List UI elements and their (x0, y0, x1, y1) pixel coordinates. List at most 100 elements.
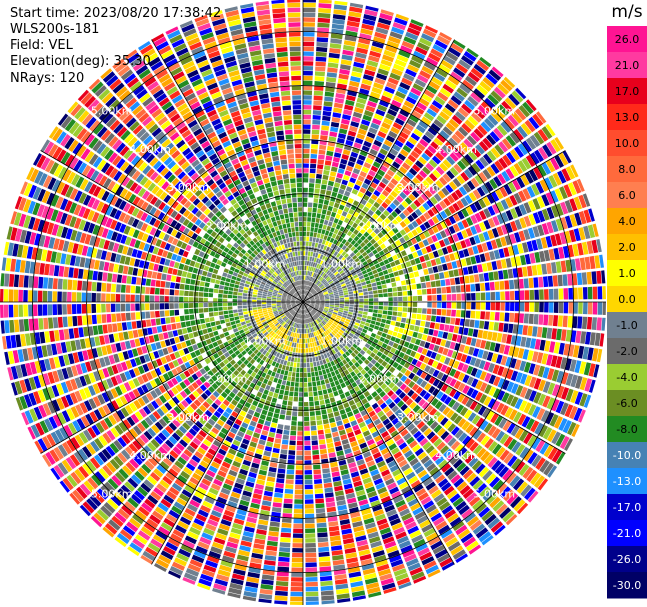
velocity-gate (299, 377, 303, 383)
velocity-gate (387, 329, 394, 336)
velocity-gate (485, 473, 497, 485)
velocity-gate (352, 200, 360, 207)
velocity-gate (446, 302, 452, 309)
velocity-gate (328, 52, 340, 59)
velocity-gate (366, 241, 373, 248)
velocity-gate (466, 302, 471, 310)
velocity-gate (555, 261, 562, 273)
velocity-gate (289, 366, 293, 372)
velocity-gate (498, 466, 510, 478)
velocity-gate (501, 392, 510, 403)
velocity-gate (295, 475, 303, 480)
velocity-gate (347, 325, 353, 330)
velocity-gate (318, 8, 331, 14)
velocity-gate (346, 283, 352, 288)
velocity-gate (383, 139, 393, 147)
velocity-gate (361, 166, 370, 174)
velocity-gate (389, 366, 396, 373)
velocity-gate (380, 95, 392, 103)
velocity-gate (428, 52, 441, 63)
velocity-gate (362, 245, 369, 251)
velocity-gate (332, 287, 337, 291)
velocity-gate (288, 396, 293, 402)
velocity-gate (440, 393, 448, 403)
velocity-gate (496, 332, 503, 343)
velocity-gate (528, 390, 537, 402)
velocity-gate (410, 202, 418, 211)
velocity-gate (268, 466, 277, 473)
velocity-gate (326, 210, 332, 216)
velocity-gate (410, 259, 416, 266)
velocity-gate (308, 391, 313, 397)
velocity-gate (346, 213, 352, 220)
velocity-gate (325, 315, 331, 319)
velocity-gate (408, 22, 423, 32)
velocity-gate (401, 162, 411, 171)
velocity-gate (480, 450, 491, 462)
velocity-gate (269, 462, 278, 468)
velocity-gate (421, 116, 432, 126)
velocity-gate (337, 276, 343, 281)
velocity-gate (294, 387, 299, 392)
velocity-gate (335, 283, 341, 287)
velocity-gate (305, 543, 316, 548)
velocity-gate (556, 370, 564, 383)
velocity-gate (359, 123, 369, 131)
velocity-gate (532, 226, 540, 238)
velocity-gate (517, 143, 529, 156)
velocity-gate (422, 302, 427, 308)
velocity-gate (470, 256, 477, 265)
velocity-gate (444, 254, 451, 263)
velocity-gate (363, 325, 369, 330)
velocity-gate (364, 359, 370, 365)
velocity-gate (553, 302, 559, 313)
velocity-gate (396, 170, 405, 178)
velocity-gate (384, 356, 391, 363)
velocity-gate (388, 340, 394, 347)
velocity-gate (383, 302, 388, 306)
velocity-gate (316, 37, 329, 43)
velocity-gate (547, 429, 557, 442)
velocity-gate (397, 113, 408, 122)
velocity-gate (303, 187, 308, 193)
velocity-gate (318, 276, 323, 281)
velocity-gate (310, 416, 316, 421)
velocity-gate (589, 255, 596, 269)
velocity-gate (324, 282, 329, 286)
velocity-gate (416, 249, 423, 257)
velocity-gate (436, 35, 451, 46)
velocity-gate (539, 460, 550, 473)
velocity-gate (326, 72, 337, 78)
velocity-gate (329, 48, 341, 54)
velocity-gate (369, 275, 375, 280)
velocity-gate (303, 202, 308, 207)
velocity-gate (324, 398, 330, 404)
velocity-gate (550, 190, 559, 203)
velocity-gate (361, 145, 370, 153)
velocity-gate (411, 284, 417, 290)
velocity-gate (432, 329, 439, 337)
velocity-gate (303, 124, 311, 129)
velocity-gate (466, 135, 477, 146)
velocity-gate (463, 248, 470, 257)
velocity-gate (533, 475, 546, 489)
velocity-gate (570, 374, 578, 388)
velocity-gate (505, 356, 513, 367)
velocity-gate (392, 122, 403, 130)
velocity-gate (330, 300, 335, 302)
velocity-gate (578, 211, 587, 225)
velocity-gate (386, 169, 395, 177)
velocity-gate (378, 17, 392, 26)
velocity-gate (426, 199, 434, 208)
velocity-gate (366, 258, 372, 264)
velocity-gate (289, 440, 296, 446)
velocity-gate (486, 351, 494, 362)
velocity-gate (363, 295, 369, 299)
velocity-gate (510, 149, 520, 161)
velocity-gate (511, 90, 524, 103)
velocity-gate (318, 198, 324, 204)
velocity-gate (413, 128, 423, 138)
velocity-gate (354, 302, 359, 305)
velocity-gate (278, 394, 284, 400)
velocity-gate (259, 588, 273, 595)
